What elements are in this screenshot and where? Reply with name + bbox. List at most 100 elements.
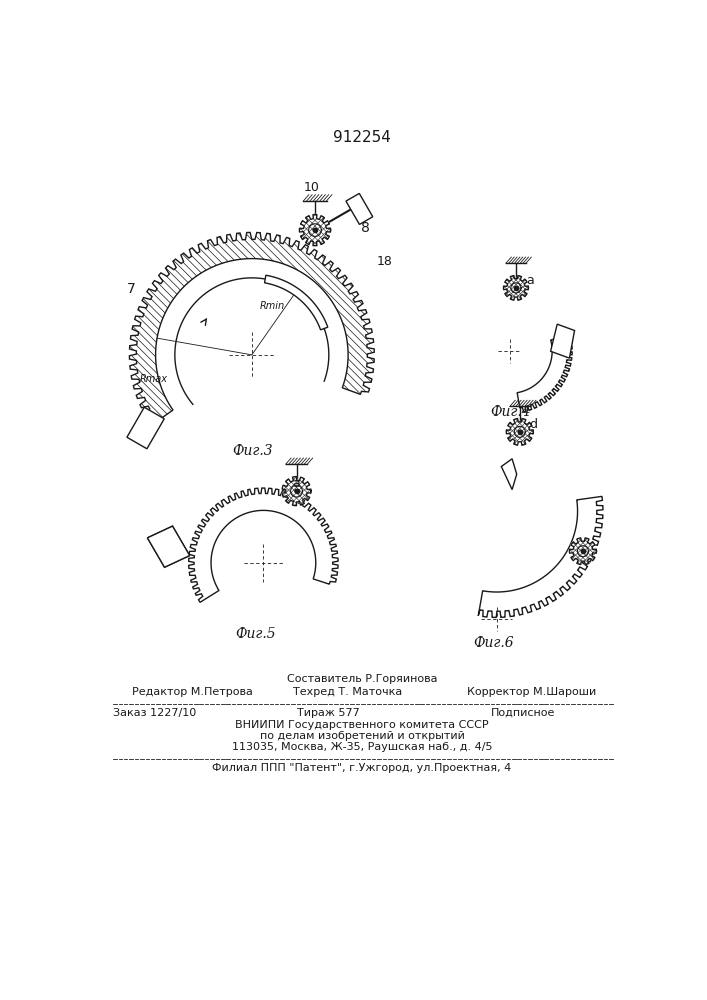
Polygon shape <box>569 538 597 565</box>
Polygon shape <box>506 419 533 445</box>
Polygon shape <box>282 477 311 506</box>
Polygon shape <box>569 538 597 565</box>
Polygon shape <box>503 276 528 300</box>
Polygon shape <box>569 538 597 565</box>
Polygon shape <box>148 526 189 567</box>
Text: 7: 7 <box>127 282 136 296</box>
Polygon shape <box>551 324 575 358</box>
Polygon shape <box>148 526 189 567</box>
Polygon shape <box>503 276 528 300</box>
Polygon shape <box>299 215 331 246</box>
Polygon shape <box>299 215 331 246</box>
Polygon shape <box>517 335 572 412</box>
Polygon shape <box>299 215 331 246</box>
Polygon shape <box>569 538 597 565</box>
Text: a: a <box>527 274 534 287</box>
Text: Техред Т. Маточка: Техред Т. Маточка <box>293 687 402 697</box>
Polygon shape <box>299 215 331 246</box>
Polygon shape <box>569 538 597 565</box>
Polygon shape <box>501 459 517 490</box>
Polygon shape <box>569 538 597 565</box>
Polygon shape <box>282 477 311 506</box>
Polygon shape <box>569 538 597 565</box>
Polygon shape <box>506 419 533 445</box>
Polygon shape <box>309 224 322 236</box>
Polygon shape <box>282 477 311 506</box>
Polygon shape <box>506 419 533 445</box>
Polygon shape <box>569 538 597 565</box>
Polygon shape <box>569 538 597 565</box>
Text: Корректор М.Шароши: Корректор М.Шароши <box>467 687 597 697</box>
Polygon shape <box>299 215 331 246</box>
Polygon shape <box>503 276 528 300</box>
Polygon shape <box>478 496 603 617</box>
Polygon shape <box>506 419 533 445</box>
Polygon shape <box>299 215 331 246</box>
Polygon shape <box>299 215 331 246</box>
Text: Тираж 577: Тираж 577 <box>298 708 361 718</box>
Polygon shape <box>506 419 533 445</box>
Polygon shape <box>569 538 597 565</box>
Polygon shape <box>503 276 528 300</box>
Polygon shape <box>282 477 311 506</box>
Polygon shape <box>503 276 528 300</box>
Text: 912254: 912254 <box>333 130 391 145</box>
Text: 8: 8 <box>361 221 370 235</box>
Polygon shape <box>506 419 533 445</box>
Polygon shape <box>506 419 533 445</box>
Polygon shape <box>506 419 533 445</box>
Polygon shape <box>501 459 517 490</box>
Polygon shape <box>291 485 303 497</box>
Polygon shape <box>299 215 331 246</box>
Polygon shape <box>299 215 331 246</box>
Polygon shape <box>299 215 331 246</box>
Polygon shape <box>503 276 528 300</box>
Polygon shape <box>189 488 338 602</box>
Polygon shape <box>569 538 597 565</box>
Polygon shape <box>511 283 521 293</box>
Text: Фиг.6: Фиг.6 <box>474 636 514 650</box>
Polygon shape <box>282 477 311 506</box>
Polygon shape <box>569 538 597 565</box>
Polygon shape <box>503 276 528 300</box>
Polygon shape <box>517 335 572 412</box>
Polygon shape <box>503 276 528 300</box>
Polygon shape <box>569 538 597 565</box>
Polygon shape <box>569 538 597 565</box>
Polygon shape <box>569 538 597 565</box>
Polygon shape <box>503 276 528 300</box>
Polygon shape <box>129 232 374 425</box>
Polygon shape <box>569 538 597 565</box>
Text: по делам изобретений и открытий: по делам изобретений и открытий <box>259 731 464 741</box>
Polygon shape <box>578 546 588 557</box>
Polygon shape <box>282 477 311 506</box>
Polygon shape <box>282 477 311 506</box>
Polygon shape <box>282 477 311 506</box>
Polygon shape <box>503 276 528 300</box>
Polygon shape <box>506 419 533 445</box>
Polygon shape <box>503 276 528 300</box>
Polygon shape <box>506 419 533 445</box>
Polygon shape <box>299 215 331 246</box>
Polygon shape <box>515 286 518 289</box>
Polygon shape <box>569 538 597 565</box>
Text: ВНИИПИ Государственного комитета СССР: ВНИИПИ Государственного комитета СССР <box>235 720 489 730</box>
Polygon shape <box>282 477 311 506</box>
Polygon shape <box>282 477 311 506</box>
Polygon shape <box>503 276 528 300</box>
Polygon shape <box>189 488 338 602</box>
Polygon shape <box>282 477 311 506</box>
Polygon shape <box>569 538 597 565</box>
Polygon shape <box>282 477 311 506</box>
Polygon shape <box>506 419 533 445</box>
Text: d: d <box>529 418 537 431</box>
Polygon shape <box>295 490 298 493</box>
Polygon shape <box>503 276 528 300</box>
Polygon shape <box>299 215 331 246</box>
Polygon shape <box>148 526 189 567</box>
Polygon shape <box>514 426 525 437</box>
Polygon shape <box>282 477 311 506</box>
Text: Rmin: Rmin <box>259 301 285 311</box>
Text: Редактор М.Петрова: Редактор М.Петрова <box>132 687 253 697</box>
Polygon shape <box>506 419 533 445</box>
